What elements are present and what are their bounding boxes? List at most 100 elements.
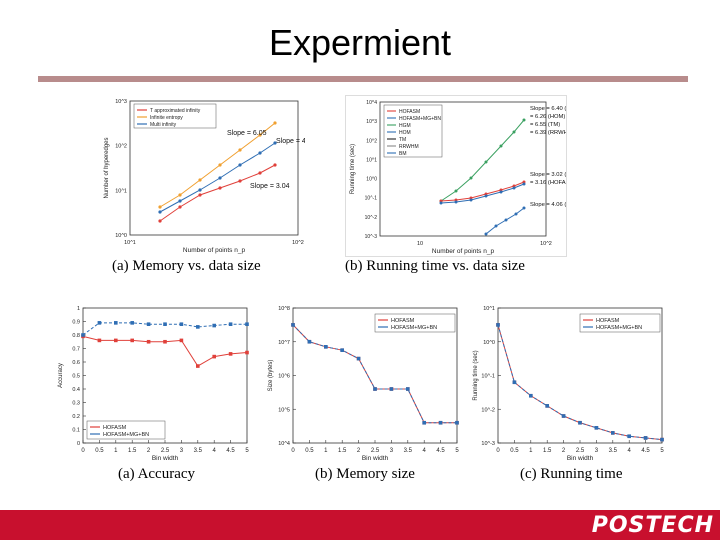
chart-time-vs-size-panel: 10 10^2 10^-3 10^-2 10^-1 10^0 10^1 10^2 10^3 10^… [345,95,567,257]
y-tick-label: 0.9 [72,320,80,326]
data-point [512,130,516,134]
slope-annotation: = 6.39 (RRWHM) [530,130,566,136]
data-point [158,210,162,214]
data-point [643,436,648,440]
data-point [130,338,134,343]
x-tick-label: 1.5 [338,448,347,454]
legend-label: HOFASM [103,425,127,431]
data-point [454,200,458,204]
x-tick-label: 2.5 [161,448,170,454]
data-point [545,404,549,408]
x-tick-label: 4 [213,448,217,454]
x-tick-label: 3 [180,448,184,454]
data-point [97,321,102,325]
x-tick-label: 10^2 [540,241,552,247]
legend-box [579,313,661,333]
x-tick-label: 0.5 [510,448,519,454]
y-axis-label: Running time (sec) [473,350,479,400]
data-point [218,186,222,190]
data-point [178,205,182,209]
legend-box [133,103,217,129]
legend-label: HOFASM+MG+BN [596,325,642,331]
caption-running-time: (c) Running time [520,466,623,482]
y-axis-label: Running time (sec) [350,144,356,194]
data-point [273,141,277,145]
data-point [258,171,262,175]
slope-annotation: = 6.26 (HOM) [530,114,565,120]
data-point [373,387,377,391]
x-tick-label: 3.5 [194,448,203,454]
x-axis-label: Bin width [152,455,179,462]
data-point [512,186,516,190]
data-point [158,205,162,209]
chart-running-time-panel: 0 0.5 1 1.5 2 2.5 3 3.5 4 4.5 5 10^-3 10^-2 10^-1 10^0… [470,300,670,465]
data-point [484,160,488,164]
y-tick-label: 10^-1 [365,196,378,202]
data-point [438,420,443,425]
caption-accuracy: (a) Accuracy [118,466,196,482]
x-tick-label: 1 [324,448,328,454]
x-tick-label: 2 [147,448,151,454]
x-tick-label: 0 [496,448,500,454]
y-tick-label: 0.5 [72,374,80,380]
x-axis-label: Bin width [362,455,389,462]
data-point [522,118,526,122]
slope-annotation: = 6.55 (TM) [530,122,560,128]
slide-title: Expermient [268,22,452,63]
data-point [238,148,242,152]
slope-annotation: Slope = 6.05 [227,130,267,137]
data-point [499,144,503,148]
x-tick-label: 5 [245,448,249,454]
legend-label: HOFASM+MG+BN [103,432,149,438]
y-tick-label: 0.8 [72,333,80,339]
x-tick-label: 10^1 [124,240,136,246]
y-tick-label: 10^2 [115,144,127,150]
x-tick-label: 2.5 [576,448,585,454]
data-point [258,133,262,137]
y-tick-label: 10^-2 [481,407,495,413]
y-axis-label: Number of hyperedges [104,137,110,198]
y-tick-label: 10^2 [366,138,377,144]
data-point [218,176,222,180]
data-point [422,420,426,425]
chart-accuracy-panel: 0 0.5 1 1.5 2 2.5 3 3.5 4 4.5 5 0 0.1 0.2 0.3 0.4 0.5 0.6… [55,300,260,465]
x-tick-label: 4 [628,448,632,454]
data-point [179,322,184,326]
data-point [356,356,361,361]
data-point [522,182,526,186]
y-tick-label: 0.7 [72,347,80,353]
x-tick-label: 0 [81,448,85,454]
footer-bar: POSTECH [0,510,720,540]
x-tick-label: 10 [417,241,423,247]
legend-label: BM [399,151,407,157]
data-point [130,321,134,325]
y-axis-label: Size (bytes) [268,360,274,392]
y-axis-label: Accuracy [58,363,64,388]
x-tick-label: 1 [529,448,533,454]
data-point [561,414,566,418]
data-point [455,420,459,425]
x-tick-label: 1.5 [543,448,552,454]
data-point [196,364,200,368]
plot-frame [379,101,547,237]
data-point [469,176,473,180]
y-tick-label: 10^1 [483,306,495,312]
y-tick-label: 10^4 [366,100,377,106]
x-tick-label: 10^2 [292,240,304,246]
data-point [198,193,202,197]
data-point [439,201,443,205]
x-tick-label: 3 [595,448,599,454]
data-point [245,322,249,326]
legend-label: Infinite entropy [150,115,183,121]
data-point [163,339,167,344]
legend-label: T approximated infinity [150,108,201,114]
data-point [611,431,615,435]
series-line [159,164,276,222]
x-tick-label: 2.5 [371,448,380,454]
x-axis-label: Bin width [567,455,594,462]
data-point [514,212,518,216]
legend-label: HOFASM [399,109,420,115]
series-line-hofasm-mg-bn [292,324,457,424]
data-point [660,437,664,442]
